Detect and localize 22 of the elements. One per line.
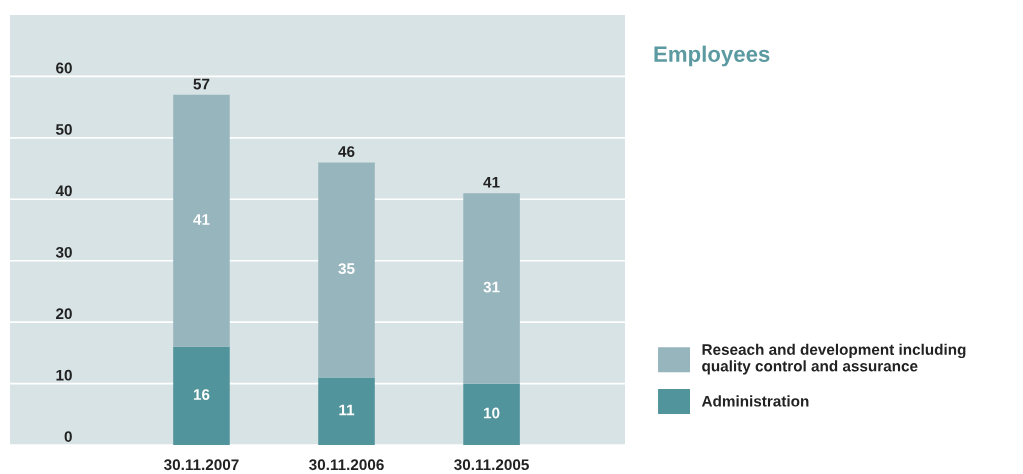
legend-label: Administration (701, 395, 809, 407)
text: Employees (654, 45, 770, 67)
total-label: 57 (193, 78, 210, 90)
y-tick-label: 20 (56, 308, 72, 320)
data-label: 31 (483, 281, 500, 293)
total-label: 46 (338, 146, 355, 157)
data-label: 16 (193, 389, 210, 400)
y-tick-label: 60 (56, 62, 72, 74)
data-label: 10 (484, 407, 500, 419)
data-label: 35 (338, 263, 355, 275)
y-tick-label: 30 (55, 246, 72, 258)
x-tick-label: 30.11.2006 (309, 459, 384, 471)
y-tick-label: 0 (64, 431, 72, 442)
data-label: 41 (193, 214, 210, 225)
y-tick-label: 10 (56, 369, 72, 381)
data-label: 11 (339, 404, 355, 416)
x-tick-label: 30.11.2007 (164, 459, 239, 471)
x-tick-label: 30.11.2005 (454, 459, 529, 471)
y-tick-label: 40 (55, 185, 72, 197)
total-label: 41 (483, 177, 500, 188)
y-tick-label: 50 (55, 124, 72, 135)
legend-label: Reseach and development including quality control and assurance (702, 343, 966, 375)
